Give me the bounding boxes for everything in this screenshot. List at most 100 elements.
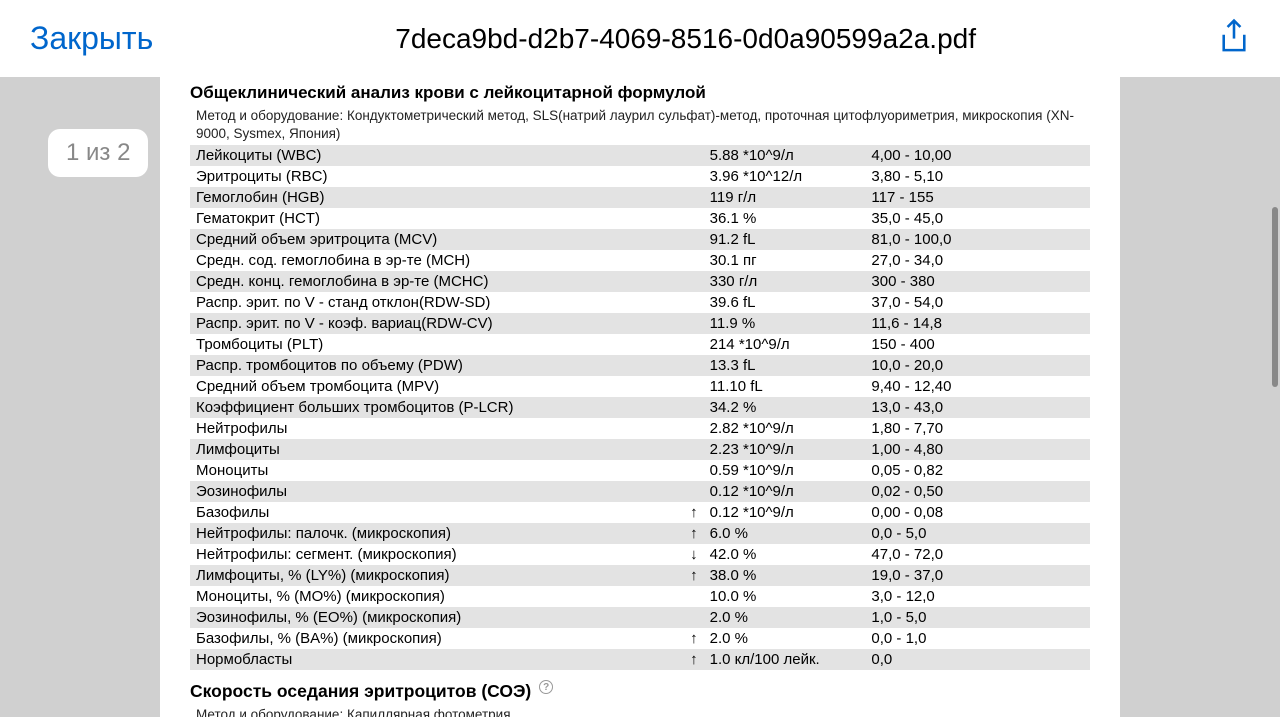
arrow-cell bbox=[684, 418, 704, 439]
param-value: 11.9 % bbox=[704, 313, 866, 334]
param-name: Эозинофилы bbox=[190, 481, 684, 502]
param-value: 30.1 пг bbox=[704, 250, 866, 271]
table-row: Эритроциты (RBC)3.96 *10^12/л3,80 - 5,10 bbox=[190, 166, 1090, 187]
section2-title: Скорость оседания эритроцитов (СОЭ) ? bbox=[190, 680, 1090, 702]
param-name: Нормобласты bbox=[190, 649, 684, 670]
arrow-cell bbox=[684, 439, 704, 460]
param-ref: 37,0 - 54,0 bbox=[865, 292, 1090, 313]
table-row: Моноциты 0.59 *10^9/л0,05 - 0,82 bbox=[190, 460, 1090, 481]
param-ref: 1,0 - 5,0 bbox=[865, 607, 1090, 628]
param-name: Средний объем эритроцита (MCV) bbox=[190, 229, 684, 250]
param-value: 13.3 fL bbox=[704, 355, 866, 376]
param-ref: 3,0 - 12,0 bbox=[865, 586, 1090, 607]
param-value: 2.82 *10^9/л bbox=[704, 418, 866, 439]
param-name: Базофилы bbox=[190, 502, 684, 523]
param-value: 34.2 % bbox=[704, 397, 866, 418]
table-row: Коэффициент больших тромбоцитов (P-LCR) 3… bbox=[190, 397, 1090, 418]
table-row: Нормобласты↑1.0 кл/100 лейк.0,0 bbox=[190, 649, 1090, 670]
arrow-cell bbox=[684, 250, 704, 271]
param-name: Базофилы, % (BA%) (микроскопия) bbox=[190, 628, 684, 649]
arrow-cell bbox=[684, 292, 704, 313]
table-row: Лимфоциты, % (LY%) (микроскопия)↑38.0 %1… bbox=[190, 565, 1090, 586]
table-row: Нейтрофилы 2.82 *10^9/л1,80 - 7,70 bbox=[190, 418, 1090, 439]
param-value: 3.96 *10^12/л bbox=[704, 166, 866, 187]
file-title: 7deca9bd-d2b7-4069-8516-0d0a90599a2a.pdf bbox=[395, 23, 976, 55]
arrow-cell bbox=[684, 334, 704, 355]
param-name: Лимфоциты bbox=[190, 439, 684, 460]
param-value: 119 г/л bbox=[704, 187, 866, 208]
param-value: 1.0 кл/100 лейк. bbox=[704, 649, 866, 670]
param-value: 39.6 fL bbox=[704, 292, 866, 313]
param-name: Лейкоциты (WBC) bbox=[190, 145, 684, 166]
arrow-cell bbox=[684, 376, 704, 397]
section2-method: Метод и оборудование: Капиллярная фотоме… bbox=[196, 706, 1090, 717]
param-ref: 9,40 - 12,40 bbox=[865, 376, 1090, 397]
table-row: Средний объем тромбоцита (MPV) 11.10 fL9,… bbox=[190, 376, 1090, 397]
share-button[interactable] bbox=[1218, 18, 1250, 59]
table-row: Нейтрофилы: сегмент. (микроскопия)↓42.0 … bbox=[190, 544, 1090, 565]
arrow-cell: ↑ bbox=[684, 523, 704, 544]
param-ref: 0,02 - 0,50 bbox=[865, 481, 1090, 502]
param-name: Гематокрит (HCT) bbox=[190, 208, 684, 229]
table-row: Средн. сод. гемоглобина в эр-те (MCH) 30.… bbox=[190, 250, 1090, 271]
table-row: Базофилы↑0.12 *10^9/л0,00 - 0,08 bbox=[190, 502, 1090, 523]
table-row: Распр. тромбоцитов по объему (PDW) 13.3 f… bbox=[190, 355, 1090, 376]
table-row: Распр. эрит. по V - станд отклон(RDW-SD)… bbox=[190, 292, 1090, 313]
arrow-cell: ↑ bbox=[684, 565, 704, 586]
param-value: 0.12 *10^9/л bbox=[704, 481, 866, 502]
param-name: Средний объем тромбоцита (MPV) bbox=[190, 376, 684, 397]
param-ref: 1,80 - 7,70 bbox=[865, 418, 1090, 439]
param-name: Коэффициент больших тромбоцитов (P-LCR) bbox=[190, 397, 684, 418]
param-value: 0.59 *10^9/л bbox=[704, 460, 866, 481]
table-row: Эозинофилы, % (EO%) (микроскопия) 2.0 %1,… bbox=[190, 607, 1090, 628]
scrollbar[interactable] bbox=[1272, 207, 1278, 387]
page-indicator: 1 из 2 bbox=[48, 129, 148, 177]
param-ref: 81,0 - 100,0 bbox=[865, 229, 1090, 250]
section1-method: Метод и оборудование: Кондуктометрически… bbox=[196, 107, 1090, 143]
param-value: 2.0 % bbox=[704, 607, 866, 628]
arrow-cell: ↑ bbox=[684, 502, 704, 523]
param-value: 2.23 *10^9/л bbox=[704, 439, 866, 460]
param-ref: 117 - 155 bbox=[865, 187, 1090, 208]
share-icon bbox=[1218, 18, 1250, 54]
table-row: Распр. эрит. по V - коэф. вариац(RDW-CV)… bbox=[190, 313, 1090, 334]
arrow-cell: ↑ bbox=[684, 628, 704, 649]
viewer-header: Закрыть 7deca9bd-d2b7-4069-8516-0d0a9059… bbox=[0, 0, 1280, 69]
arrow-cell bbox=[684, 271, 704, 292]
param-value: 330 г/л bbox=[704, 271, 866, 292]
param-ref: 0,00 - 0,08 bbox=[865, 502, 1090, 523]
param-value: 11.10 fL bbox=[704, 376, 866, 397]
param-ref: 4,00 - 10,00 bbox=[865, 145, 1090, 166]
method-label-2: Метод и оборудование: bbox=[196, 707, 343, 717]
method-text-2: Капиллярная фотометрия bbox=[347, 707, 511, 717]
param-value: 0.12 *10^9/л bbox=[704, 502, 866, 523]
param-name: Лимфоциты, % (LY%) (микроскопия) bbox=[190, 565, 684, 586]
arrow-cell bbox=[684, 460, 704, 481]
param-name: Моноциты, % (MO%) (микроскопия) bbox=[190, 586, 684, 607]
param-name: Распр. эрит. по V - коэф. вариац(RDW-CV) bbox=[190, 313, 684, 334]
arrow-cell bbox=[684, 607, 704, 628]
table-row: Средний объем эритроцита (MCV)91.2 fL81,… bbox=[190, 229, 1090, 250]
param-name: Эозинофилы, % (EO%) (микроскопия) bbox=[190, 607, 684, 628]
param-name: Нейтрофилы bbox=[190, 418, 684, 439]
param-value: 36.1 % bbox=[704, 208, 866, 229]
param-ref: 150 - 400 bbox=[865, 334, 1090, 355]
param-value: 10.0 % bbox=[704, 586, 866, 607]
param-name: Распр. тромбоцитов по объему (PDW) bbox=[190, 355, 684, 376]
close-button[interactable]: Закрыть bbox=[30, 20, 153, 57]
arrow-cell bbox=[684, 208, 704, 229]
table-row: Тромбоциты (PLT)214 *10^9/л150 - 400 bbox=[190, 334, 1090, 355]
param-name: Средн. сод. гемоглобина в эр-те (MCH) bbox=[190, 250, 684, 271]
info-icon[interactable]: ? bbox=[539, 680, 553, 694]
param-ref: 11,6 - 14,8 bbox=[865, 313, 1090, 334]
table-row: Лимфоциты2.23 *10^9/л1,00 - 4,80 bbox=[190, 439, 1090, 460]
param-ref: 0,0 bbox=[865, 649, 1090, 670]
param-ref: 0,0 - 1,0 bbox=[865, 628, 1090, 649]
param-name: Моноциты bbox=[190, 460, 684, 481]
param-ref: 0,05 - 0,82 bbox=[865, 460, 1090, 481]
table-row: Гематокрит (HCT)36.1 %35,0 - 45,0 bbox=[190, 208, 1090, 229]
arrow-cell bbox=[684, 166, 704, 187]
param-value: 38.0 % bbox=[704, 565, 866, 586]
param-ref: 19,0 - 37,0 bbox=[865, 565, 1090, 586]
param-name: Распр. эрит. по V - станд отклон(RDW-SD) bbox=[190, 292, 684, 313]
